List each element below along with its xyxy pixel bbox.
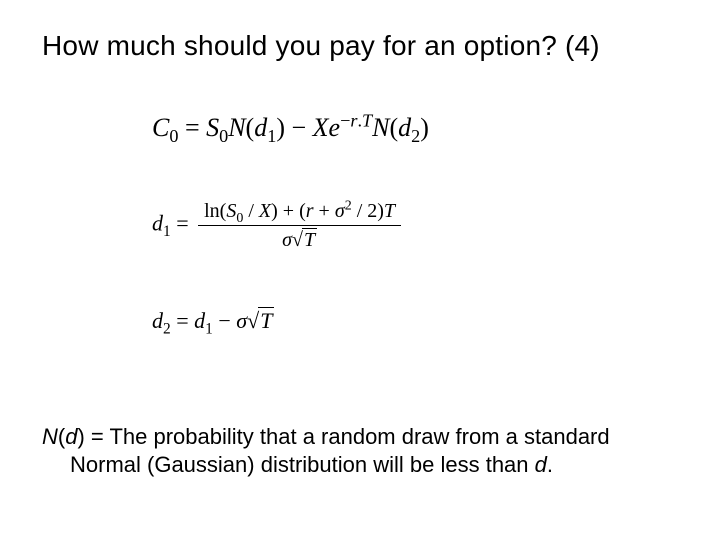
func-N1: N [228,113,245,142]
equation-d1: d1 = ln(S0 / X) + (r + σ2 / 2)Tσ√T [152,199,678,252]
footnote: N(d) = The probability that a random dra… [42,423,678,478]
sub-0-s: 0 [219,126,228,146]
exp-rt: −r.T [340,110,372,130]
sqrt-d1: √T [292,228,317,252]
var-d1: d [254,113,267,142]
sub-1-lhs: 1 [163,223,171,240]
sqrt-d2: √T [247,308,274,334]
footnote-line2: Normal (Gaussian) distribution will be l… [42,451,678,479]
var-d1-lhs: d [152,211,163,236]
footnote-d: d [65,424,77,449]
var-d2: d [398,113,411,142]
paren-open-2: ( [389,113,398,142]
footnote-close: ) [77,424,84,449]
footnote-line1-rest: = The probability that a random draw fro… [85,424,610,449]
var-X: X [313,113,329,142]
equation-c0: C0 = S0N(d1) − Xe−r.TN(d2) [152,112,678,143]
eq-sign: = [178,113,206,142]
sub-2-lhs: 2 [163,321,171,338]
minus-sign: − [285,113,313,142]
footnote-N: N [42,424,58,449]
sigma-d2: σ [236,308,247,333]
slide: How much should you pay for an option? (… [0,0,720,540]
var-e: e [329,113,341,142]
eq-sign-d1: = [171,211,194,236]
equation-d2: d2 = d1 − σ√T [152,308,678,334]
sub-1-rhs: 1 [205,321,213,338]
var-C: C [152,113,169,142]
func-N2: N [372,113,389,142]
denominator-d1: σ√T [198,226,401,252]
minus-d2: − [213,308,236,333]
var-d1-rhs: d [194,308,205,333]
slide-title: How much should you pay for an option? (… [42,30,678,62]
var-d2-lhs: d [152,308,163,333]
sub-1: 1 [267,126,276,146]
sub-2: 2 [411,126,420,146]
var-S: S [206,113,219,142]
paren-close-1: ) [276,113,285,142]
paren-open-1: ( [246,113,255,142]
numerator-d1: ln(S0 / X) + (r + σ2 / 2)T [198,199,401,226]
eq-sign-d2: = [171,308,194,333]
fraction-d1: ln(S0 / X) + (r + σ2 / 2)Tσ√T [198,199,401,252]
equations-block: C0 = S0N(d1) − Xe−r.TN(d2) d1 = ln(S0 / … [152,112,678,335]
paren-close-2: ) [420,113,429,142]
